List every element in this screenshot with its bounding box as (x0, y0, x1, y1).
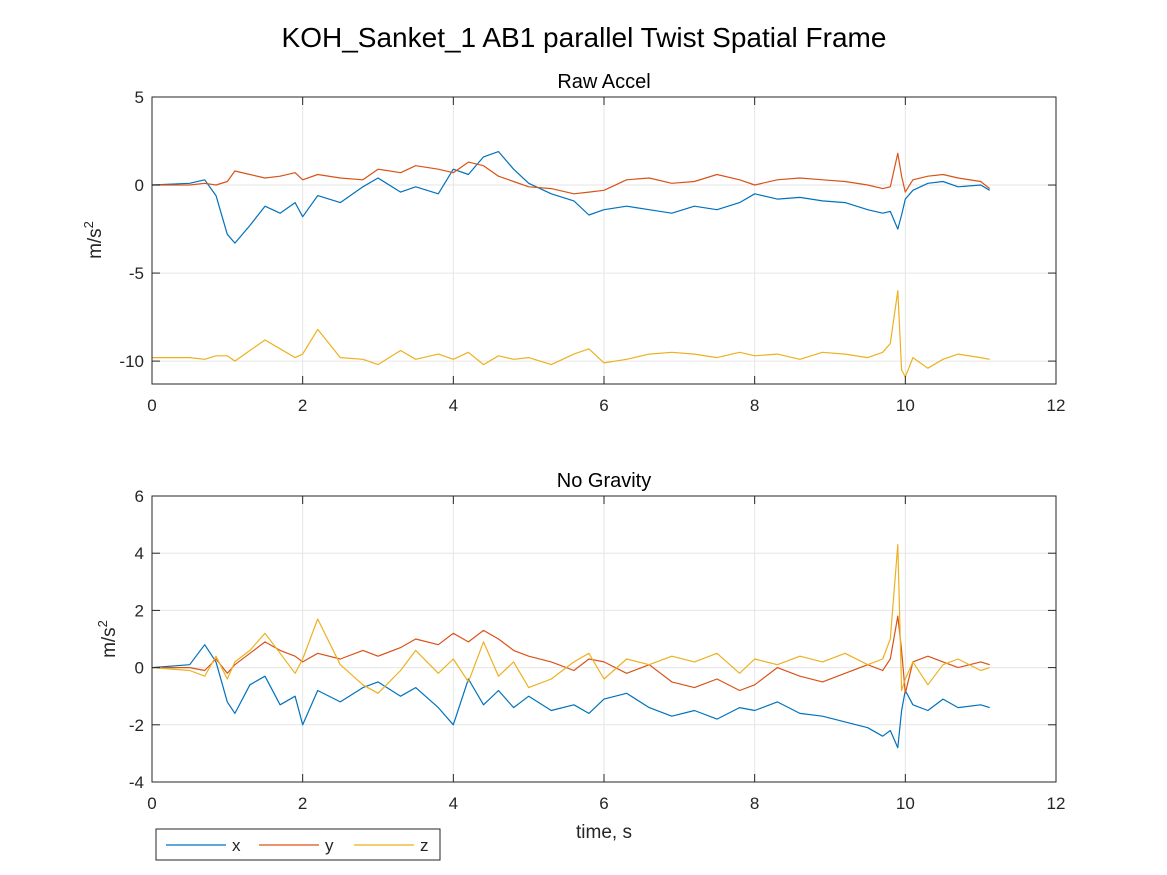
x-tick-label: 10 (896, 794, 915, 813)
x-tick-label: 0 (147, 794, 156, 813)
axes-title-raw-accel: Raw Accel (557, 71, 650, 93)
legend-label-y: y (325, 836, 334, 855)
x-tick-label: 0 (147, 396, 156, 415)
x-tick-label: 8 (750, 794, 759, 813)
y-tick-label: -10 (119, 352, 144, 371)
ylabel-no-gravity: m/s2 (95, 620, 120, 658)
ylabel-sup-raw-accel: 2 (81, 221, 96, 228)
x-tick-label: 8 (750, 396, 759, 415)
y-tick-label: -5 (129, 264, 144, 283)
y-tick-label: 6 (135, 487, 144, 506)
x-tick-label: 4 (449, 396, 458, 415)
y-tick-label: 4 (135, 544, 144, 563)
y-tick-label: 5 (135, 88, 144, 107)
ylabel-text-no-gravity: m/s (99, 627, 120, 658)
y-tick-label: -4 (129, 773, 144, 792)
x-tick-label: 6 (599, 396, 608, 415)
y-tick-label: -2 (129, 716, 144, 735)
x-tick-label: 2 (298, 396, 307, 415)
xlabel-no-gravity: time, s (576, 822, 632, 843)
ylabel-sup-no-gravity: 2 (95, 620, 110, 627)
figure-title: KOH_Sanket_1 AB1 parallel Twist Spatial … (282, 22, 887, 53)
ylabel-text-raw-accel: m/s (85, 228, 106, 259)
legend-label-x: x (232, 836, 241, 855)
ylabel-raw-accel: m/s2 (81, 221, 106, 259)
x-tick-label: 4 (449, 794, 458, 813)
x-tick-label: 10 (896, 396, 915, 415)
x-tick-label: 12 (1047, 794, 1066, 813)
x-tick-label: 6 (599, 794, 608, 813)
y-tick-label: 0 (135, 659, 144, 678)
y-tick-label: 0 (135, 176, 144, 195)
legend[interactable]: x y z (156, 829, 440, 860)
axes-title-no-gravity: No Gravity (557, 470, 651, 492)
x-tick-label: 12 (1047, 396, 1066, 415)
y-tick-label: 2 (135, 601, 144, 620)
x-tick-label: 2 (298, 794, 307, 813)
legend-label-z: z (420, 836, 429, 855)
